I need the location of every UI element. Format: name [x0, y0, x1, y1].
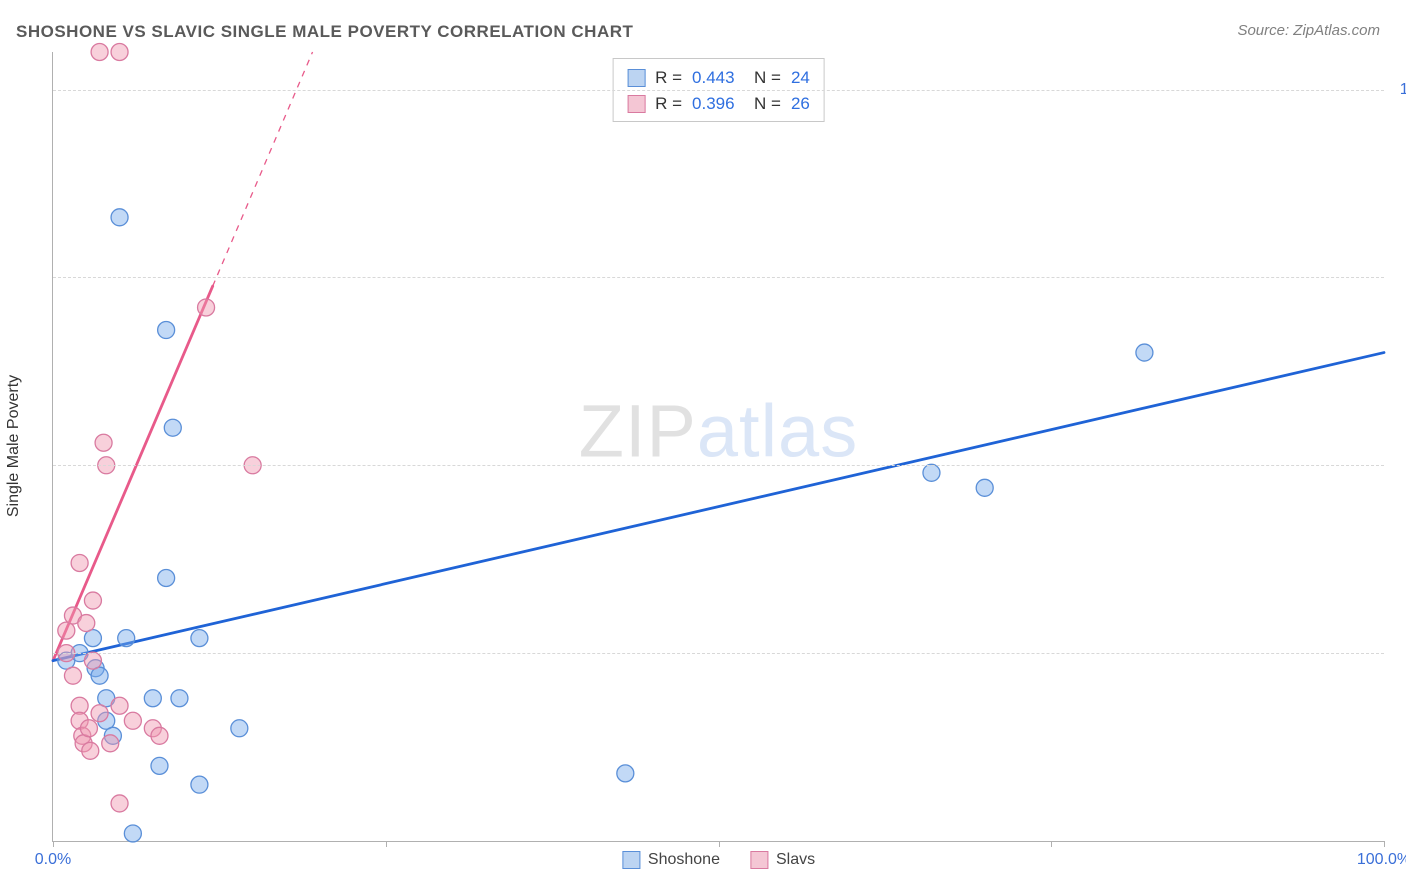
x-tick: [719, 841, 720, 847]
swatch-slavs: [750, 851, 768, 869]
gridline: [53, 465, 1384, 466]
gridline: [53, 653, 1384, 654]
chart-title: SHOSHONE VS SLAVIC SINGLE MALE POVERTY C…: [16, 22, 633, 42]
legend-label: Slavs: [776, 851, 815, 869]
plot-area: ZIPatlas R = 0.443 N = 24 R = 0.396 N = …: [52, 52, 1384, 842]
legend-item-slavs: Slavs: [750, 851, 815, 869]
correlation-legend-row: R = 0.443 N = 24: [627, 65, 810, 91]
series-legend: Shoshone Slavs: [622, 851, 815, 869]
r-value-slavs: 0.396: [692, 91, 735, 117]
x-tick-label: 0.0%: [35, 851, 71, 869]
y-tick-label: 75.0%: [1394, 268, 1406, 286]
gridline: [53, 277, 1384, 278]
r-value-shoshone: 0.443: [692, 65, 735, 91]
source-label: Source: ZipAtlas.com: [1237, 22, 1380, 39]
swatch-slavs: [627, 95, 645, 113]
correlation-legend-row: R = 0.396 N = 26: [627, 91, 810, 117]
gridline: [53, 90, 1384, 91]
y-tick-label: 50.0%: [1394, 456, 1406, 474]
y-tick-label: 100.0%: [1394, 81, 1406, 99]
y-axis-label: Single Male Poverty: [5, 375, 23, 517]
x-tick: [386, 841, 387, 847]
y-tick-label: 25.0%: [1394, 644, 1406, 662]
x-tick: [1384, 841, 1385, 847]
r-equals-label: R =: [655, 91, 682, 117]
x-tick: [53, 841, 54, 847]
swatch-shoshone: [622, 851, 640, 869]
n-value-shoshone: 24: [791, 65, 810, 91]
legend-item-shoshone: Shoshone: [622, 851, 720, 869]
x-tick-label: 100.0%: [1357, 851, 1406, 869]
r-equals-label: R =: [655, 65, 682, 91]
x-tick: [1051, 841, 1052, 847]
n-value-slavs: 26: [791, 91, 810, 117]
swatch-shoshone: [627, 69, 645, 87]
scatter-svg: [53, 52, 1384, 841]
legend-label: Shoshone: [648, 851, 720, 869]
chart-container: SHOSHONE VS SLAVIC SINGLE MALE POVERTY C…: [0, 0, 1406, 892]
